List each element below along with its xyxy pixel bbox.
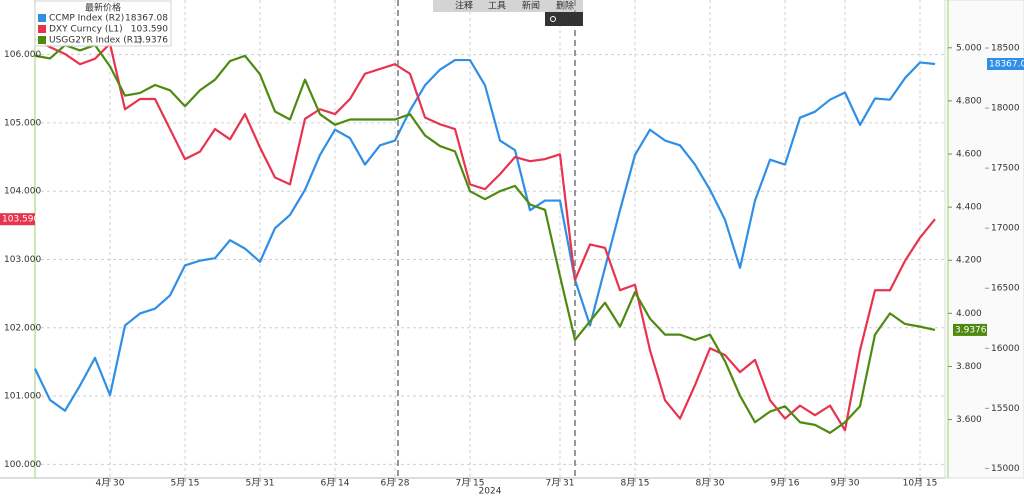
x-axis-label: 2024: [479, 487, 502, 496]
x-tick-label: 4月 30: [95, 478, 124, 489]
x-tick-label: 10月 15: [903, 478, 938, 489]
legend-label: USGG2YR Index (R1): [49, 36, 142, 46]
y3-tick-label: 17500: [991, 164, 1020, 174]
x-tick-label: 9月 16: [770, 478, 799, 489]
reset-label[interactable]: 重设: [561, 13, 579, 25]
y3-tick-label: 18000: [991, 104, 1020, 114]
reset-icon[interactable]: [550, 16, 556, 22]
y2-tick-label: 4.400: [956, 203, 982, 213]
x-tick-label: 6月 28: [380, 478, 409, 489]
legend-swatch: [38, 25, 46, 33]
series-line: [34, 44, 936, 434]
legend-swatch: [38, 14, 46, 22]
legend-swatch: [38, 36, 46, 44]
series-line: [34, 37, 936, 432]
x-tick-label: 6月 14: [320, 478, 349, 489]
legend-value: 3.9376: [137, 36, 169, 46]
y-tick-label: 106.000: [4, 50, 41, 60]
y2-tick-label: 5.000: [956, 43, 982, 53]
legend-value: 18367.08: [125, 14, 168, 24]
toolbar-item[interactable]: 注释: [455, 0, 473, 12]
y2-tick-label: 4.000: [956, 309, 982, 319]
x-tick-label: 9月 30: [830, 478, 859, 489]
y3-tick-label: 15500: [991, 404, 1020, 414]
legend-label: CCMP Index (R2): [49, 14, 124, 24]
reset-button[interactable]: [545, 12, 583, 26]
series-line: [34, 58, 936, 412]
y3-tick-label: 16500: [991, 284, 1020, 294]
toolbar[interactable]: [433, 0, 583, 12]
x-tick-label: 5月 31: [245, 478, 274, 489]
y-tick-label: 105.000: [4, 118, 41, 128]
y-tick-label: 100.000: [4, 460, 41, 470]
legend-label: DXY Curncy (L1): [49, 25, 123, 35]
value-tag-label: 3.9376: [955, 325, 987, 335]
value-tag-label: 18367.08: [989, 60, 1024, 70]
y3-tick-label: 18500: [991, 44, 1020, 54]
value-tag: [987, 58, 1024, 71]
x-tick-label: 5月 15: [170, 478, 199, 489]
x-tick-label: 8月 15: [620, 478, 649, 489]
toolbar-item[interactable]: 删除: [556, 0, 574, 12]
value-tag: [0, 213, 35, 226]
value-tag: [953, 323, 987, 336]
x-tick-label: 7月 31: [545, 478, 574, 489]
legend-value: 103.590: [131, 25, 168, 35]
x-tick-label: 8月 30: [695, 478, 724, 489]
y2-tick-label: 3.600: [956, 415, 982, 425]
x-tick-label: 7月 15: [455, 478, 484, 489]
toolbar-item[interactable]: 工具: [488, 1, 506, 12]
y-tick-label: 104.000: [4, 187, 41, 197]
toolbar-item[interactable]: 新闻: [522, 0, 540, 12]
y-tick-label: 103.000: [4, 255, 41, 265]
value-tag-label: 103.590: [2, 215, 39, 225]
legend: [34, 0, 172, 47]
legend-title: 最新价格: [85, 2, 121, 14]
right-axis-panel: [944, 0, 1024, 479]
y2-tick-label: 4.200: [956, 256, 982, 266]
y-tick-label: 101.000: [4, 392, 41, 402]
y2-tick-label: 3.800: [956, 362, 982, 372]
y3-tick-label: 15000: [991, 464, 1020, 474]
y3-tick-label: 16000: [991, 344, 1020, 354]
y2-tick-label: 4.600: [956, 150, 982, 160]
y2-tick-label: 4.800: [956, 96, 982, 106]
y-tick-label: 102.000: [4, 323, 41, 333]
y3-tick-label: 17000: [991, 224, 1020, 234]
